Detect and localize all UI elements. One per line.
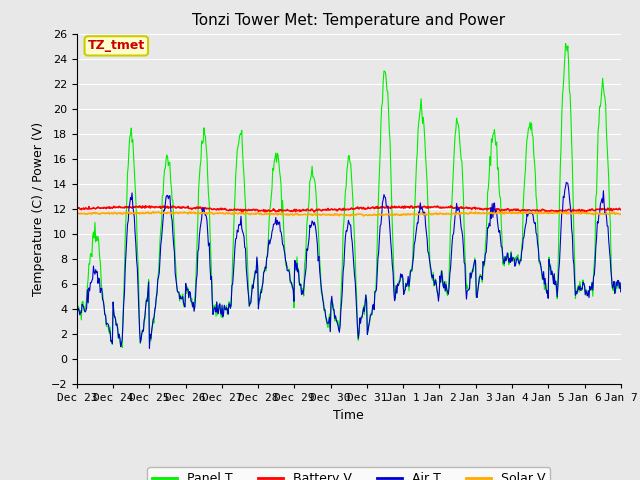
Air T: [139, 327, 147, 333]
Air T: [617, 289, 625, 295]
Battery V: [83, 206, 90, 212]
Panel T: [140, 327, 147, 333]
Line: Battery V: Battery V: [77, 206, 621, 212]
Solar V: [617, 211, 625, 217]
Panel T: [118, 345, 126, 350]
Solar V: [83, 211, 90, 217]
Battery V: [195, 204, 202, 210]
Panel T: [431, 276, 439, 282]
Air T: [431, 277, 439, 283]
Panel T: [83, 296, 90, 301]
X-axis label: Time: Time: [333, 408, 364, 421]
Line: Air T: Air T: [77, 182, 621, 348]
Air T: [73, 308, 81, 313]
Battery V: [416, 204, 424, 209]
Solar V: [431, 211, 439, 216]
Battery V: [139, 203, 147, 209]
Panel T: [195, 186, 202, 192]
Solar V: [416, 212, 424, 217]
Title: Tonzi Tower Met: Temperature and Power: Tonzi Tower Met: Temperature and Power: [192, 13, 506, 28]
Air T: [145, 346, 153, 351]
Air T: [223, 307, 231, 312]
Solar V: [223, 210, 230, 216]
Legend: Panel T, Battery V, Air T, Solar V: Panel T, Battery V, Air T, Solar V: [147, 468, 550, 480]
Line: Solar V: Solar V: [77, 211, 621, 216]
Solar V: [139, 210, 147, 216]
Panel T: [617, 288, 625, 294]
Solar V: [194, 210, 202, 216]
Panel T: [223, 311, 231, 317]
Text: TZ_tmet: TZ_tmet: [88, 39, 145, 52]
Air T: [195, 246, 202, 252]
Air T: [83, 305, 90, 311]
Air T: [416, 209, 424, 215]
Panel T: [416, 112, 424, 118]
Battery V: [554, 209, 561, 215]
Panel T: [73, 307, 81, 313]
Battery V: [73, 205, 81, 211]
Battery V: [142, 203, 150, 209]
Solar V: [525, 208, 533, 214]
Battery V: [617, 207, 625, 213]
Solar V: [346, 213, 354, 219]
Panel T: [562, 41, 570, 47]
Solar V: [73, 211, 81, 216]
Air T: [563, 180, 570, 185]
Battery V: [223, 207, 231, 213]
Line: Panel T: Panel T: [77, 44, 621, 348]
Battery V: [431, 204, 439, 210]
Y-axis label: Temperature (C) / Power (V): Temperature (C) / Power (V): [32, 122, 45, 296]
